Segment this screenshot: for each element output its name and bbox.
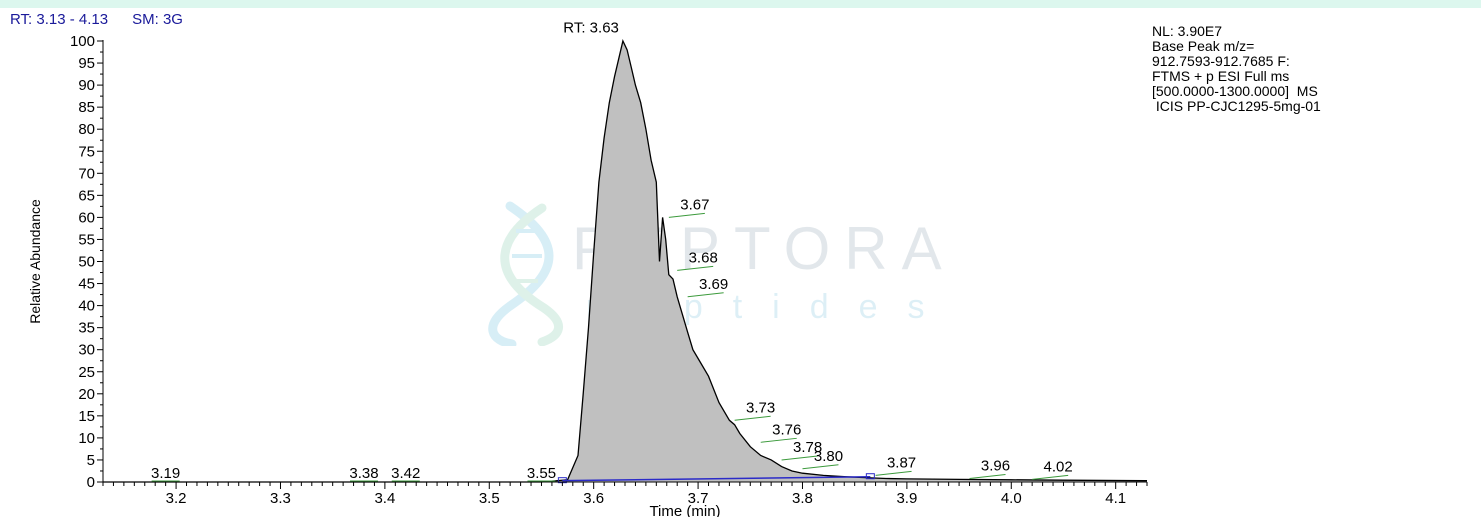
y-tick-label: 70 [78, 165, 95, 182]
y-tick-label: 85 [78, 99, 95, 116]
y-tick-label: 20 [78, 386, 95, 403]
peak-label: 3.67 [680, 196, 709, 213]
peak-label: 3.38 [349, 465, 378, 482]
peak-label: 3.73 [746, 399, 775, 416]
peak-label: 3.42 [391, 465, 420, 482]
label-leader [760, 437, 797, 443]
x-tick-label: 4.1 [1105, 490, 1126, 507]
x-tick-label: 3.9 [896, 490, 917, 507]
chart-header: RT: 3.13 - 4.13 SM: 3G [10, 11, 207, 28]
y-tick-label: 55 [78, 231, 95, 248]
label-leader [668, 212, 705, 218]
x-tick-label: 3.6 [583, 490, 604, 507]
y-tick-label: 100 [70, 33, 95, 50]
scan-info-line: FTMS + p ESI Full ms [1152, 68, 1290, 84]
peak-label: 3.76 [772, 421, 801, 438]
x-axis-title: Time (min) [649, 503, 720, 517]
integration-baseline [562, 475, 871, 482]
scan-info-line: 912.7593-912.7685 F: [1152, 53, 1290, 69]
smoothing-setting: SM: 3G [132, 11, 183, 28]
y-tick-label: 65 [78, 187, 95, 204]
y-tick-label: 25 [78, 364, 95, 381]
y-tick-label: 5 [87, 452, 95, 469]
peak-label: 3.55 [527, 465, 556, 482]
baseline-end-marker [865, 473, 875, 480]
x-tick-label: 3.8 [792, 490, 813, 507]
y-tick-label: 95 [78, 55, 95, 72]
label-leader [1032, 474, 1069, 480]
label-leader [802, 464, 839, 470]
label-leader [875, 470, 912, 476]
x-tick-label: 3.4 [374, 490, 395, 507]
label-leader [781, 455, 818, 461]
scan-info-line: ICIS PP-CJC1295-5mg-01 [1152, 98, 1321, 114]
y-tick-label: 0 [87, 474, 95, 491]
x-tick-label: 3.2 [166, 490, 187, 507]
chromatogram-trace [103, 39, 1148, 483]
y-tick-label: 40 [78, 298, 95, 315]
scan-info-line: Base Peak m/z= [1152, 38, 1255, 54]
label-leader [687, 292, 724, 298]
peak-label: 3.68 [689, 249, 718, 266]
peak-label: 3.19 [151, 465, 180, 482]
x-tick-label: 4.0 [1001, 490, 1022, 507]
y-tick-label: 80 [78, 121, 95, 138]
scan-info-block: NL: 3.90E7 Base Peak m/z= 912.7593-912.7… [1152, 24, 1321, 114]
scan-info-line: [500.0000-1300.0000] MS [1152, 83, 1318, 99]
y-tick-label: 45 [78, 276, 95, 293]
peak-area-fill [103, 41, 1147, 482]
peak-label: 3.80 [814, 448, 843, 465]
y-tick-label: 10 [78, 430, 95, 447]
x-tick-label: 3.3 [270, 490, 291, 507]
label-leader [734, 415, 771, 421]
label-leader [969, 473, 1006, 479]
y-tick-label: 35 [78, 320, 95, 337]
scan-info-line: NL: 3.90E7 [1152, 23, 1223, 39]
y-tick-label: 60 [78, 209, 95, 226]
y-tick-label: 50 [78, 254, 95, 271]
axes: 0 5 10 15 20 25 30 35 40 45 50 55 60 65 70 75 80 85 90 95 10… [27, 33, 1148, 517]
apex-label: RT: 3.63 [563, 20, 619, 37]
y-axis-title: Relative Abundance [27, 199, 43, 324]
y-tick-label: 75 [78, 143, 95, 160]
peak-label: 3.87 [887, 454, 916, 471]
y-tick-label: 15 [78, 408, 95, 425]
peak-labels: RT: 3.63 3.19 3.38 3.42 3.55 3.67 3.68 3.69 3.73… [151, 20, 1073, 482]
label-leader [677, 265, 714, 271]
rt-range: RT: 3.13 - 4.13 [10, 11, 109, 28]
y-tick-label: 30 [78, 342, 95, 359]
x-tick-label: 3.7 [688, 490, 709, 507]
plot-area [103, 39, 1148, 484]
top-accent-band [0, 0, 1481, 8]
y-tick-label: 90 [78, 77, 95, 94]
peak-label: 3.78 [793, 439, 822, 456]
x-tick-label: 3.5 [479, 490, 500, 507]
peak-label: 4.02 [1044, 458, 1073, 475]
peak-label: 3.96 [981, 457, 1010, 474]
peak-label: 3.69 [699, 276, 728, 293]
